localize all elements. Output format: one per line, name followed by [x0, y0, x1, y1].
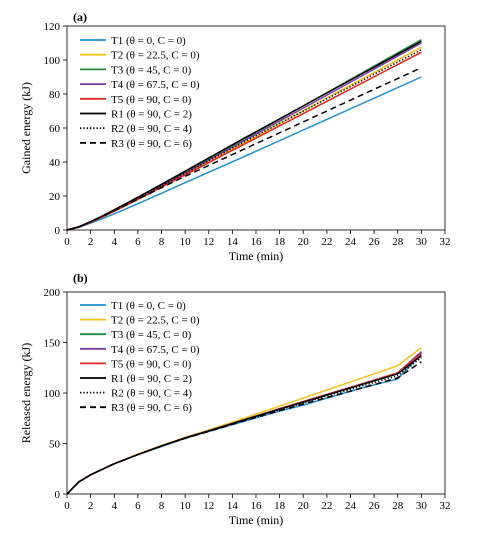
- x-axis-label: Time (min): [229, 249, 284, 263]
- x-tick-label: 28: [392, 236, 404, 248]
- legend-label-8: R3 (θ = 90, C = 6): [111, 138, 192, 150]
- series-line-8: [66, 67, 422, 231]
- x-tick-label: 26: [369, 236, 381, 248]
- legend-label-2: T2 (θ = 22.5, C = 0): [111, 50, 200, 62]
- x-tick-label: 14: [227, 236, 239, 248]
- y-tick-label: 100: [44, 55, 61, 67]
- x-tick-label: 22: [321, 236, 332, 248]
- legend: T1 (θ = 0, C = 0) T2 (θ = 22.5, C = 0) T3 …: [80, 35, 200, 150]
- y-tick-label: 0: [55, 225, 61, 237]
- x-tick-label: 12: [203, 500, 214, 512]
- legend-label-1: T1 (θ = 0, C = 0): [111, 300, 186, 312]
- y-axis-label: Gained energy (kJ): [19, 82, 33, 174]
- panel-label: (b): [73, 271, 88, 285]
- legend-label-4: T4 (θ = 67.5, C = 0): [111, 79, 200, 91]
- y-tick-label: 50: [49, 439, 61, 451]
- y-tick-label: 200: [44, 287, 61, 299]
- chart-panel-1: 0 2 4 6 8 10 12 14 16 18 20 22 24 26 28 30 3202040608010…: [19, 10, 451, 263]
- legend: T1 (θ = 0, C = 0) T2 (θ = 22.5, C = 0) T3 …: [80, 300, 200, 414]
- x-tick-label: 2: [88, 236, 94, 248]
- y-tick-label: 60: [49, 123, 61, 135]
- chart-panel-2: 0 2 4 6 8 10 12 14 16 18 20 22 24 26 28 30 3205010015020…: [19, 271, 451, 527]
- x-tick-label: 18: [274, 500, 286, 512]
- y-tick-label: 150: [44, 338, 61, 350]
- legend-label-5: T5 (θ = 90, C = 0): [111, 94, 192, 106]
- x-tick-label: 20: [298, 236, 310, 248]
- y-tick-label: 100: [44, 388, 61, 400]
- legend-label-8: R3 (θ = 90, C = 6): [111, 402, 192, 414]
- legend-label-7: R2 (θ = 90, C = 4): [111, 123, 192, 135]
- x-tick-label: 10: [180, 500, 192, 512]
- y-tick-label: 40: [49, 157, 61, 169]
- series-line-6: [66, 355, 422, 495]
- legend-label-5: T5 (θ = 90, C = 0): [111, 358, 192, 370]
- panel-label: (a): [73, 10, 87, 24]
- y-tick-label: 120: [44, 21, 61, 33]
- x-tick-label: 14: [227, 500, 239, 512]
- x-tick-label: 28: [392, 500, 404, 512]
- x-tick-label: 4: [112, 236, 118, 248]
- x-tick-label: 8: [159, 236, 165, 248]
- series-line-7: [66, 357, 422, 495]
- y-axis-label: Released energy (kJ): [19, 343, 33, 443]
- x-tick-label: 24: [345, 236, 357, 248]
- legend-label-1: T1 (θ = 0, C = 0): [111, 35, 186, 47]
- legend-label-6: R1 (θ = 90, C = 2): [111, 109, 192, 121]
- x-axis-label: Time (min): [229, 513, 284, 527]
- legend-label-7: R2 (θ = 90, C = 4): [111, 388, 192, 400]
- x-tick-label: 32: [440, 500, 451, 512]
- x-tick-label: 22: [321, 500, 332, 512]
- x-tick-label: 16: [251, 500, 263, 512]
- series-line-8: [66, 361, 422, 495]
- x-tick-label: 16: [251, 236, 263, 248]
- legend-label-2: T2 (θ = 22.5, C = 0): [111, 315, 200, 327]
- x-tick-label: 6: [135, 236, 141, 248]
- x-tick-label: 24: [345, 500, 357, 512]
- y-tick-label: 20: [49, 191, 61, 203]
- legend-label-3: T3 (θ = 45, C = 0): [111, 329, 192, 341]
- x-tick-label: 8: [159, 500, 165, 512]
- x-tick-label: 0: [64, 500, 70, 512]
- x-tick-label: 4: [112, 500, 118, 512]
- x-tick-label: 32: [440, 236, 451, 248]
- x-tick-label: 20: [298, 500, 310, 512]
- x-tick-label: 12: [203, 236, 214, 248]
- x-tick-label: 30: [416, 236, 428, 248]
- x-tick-label: 0: [64, 236, 70, 248]
- x-tick-label: 6: [135, 500, 141, 512]
- x-tick-label: 30: [416, 500, 428, 512]
- x-tick-label: 10: [180, 236, 192, 248]
- x-tick-label: 2: [88, 500, 94, 512]
- x-tick-label: 18: [274, 236, 286, 248]
- x-tick-label: 26: [369, 500, 381, 512]
- y-tick-label: 0: [55, 489, 61, 501]
- legend-label-4: T4 (θ = 67.5, C = 0): [111, 344, 200, 356]
- y-tick-label: 80: [49, 89, 61, 101]
- legend-label-3: T3 (θ = 45, C = 0): [111, 64, 192, 76]
- legend-label-6: R1 (θ = 90, C = 2): [111, 373, 192, 385]
